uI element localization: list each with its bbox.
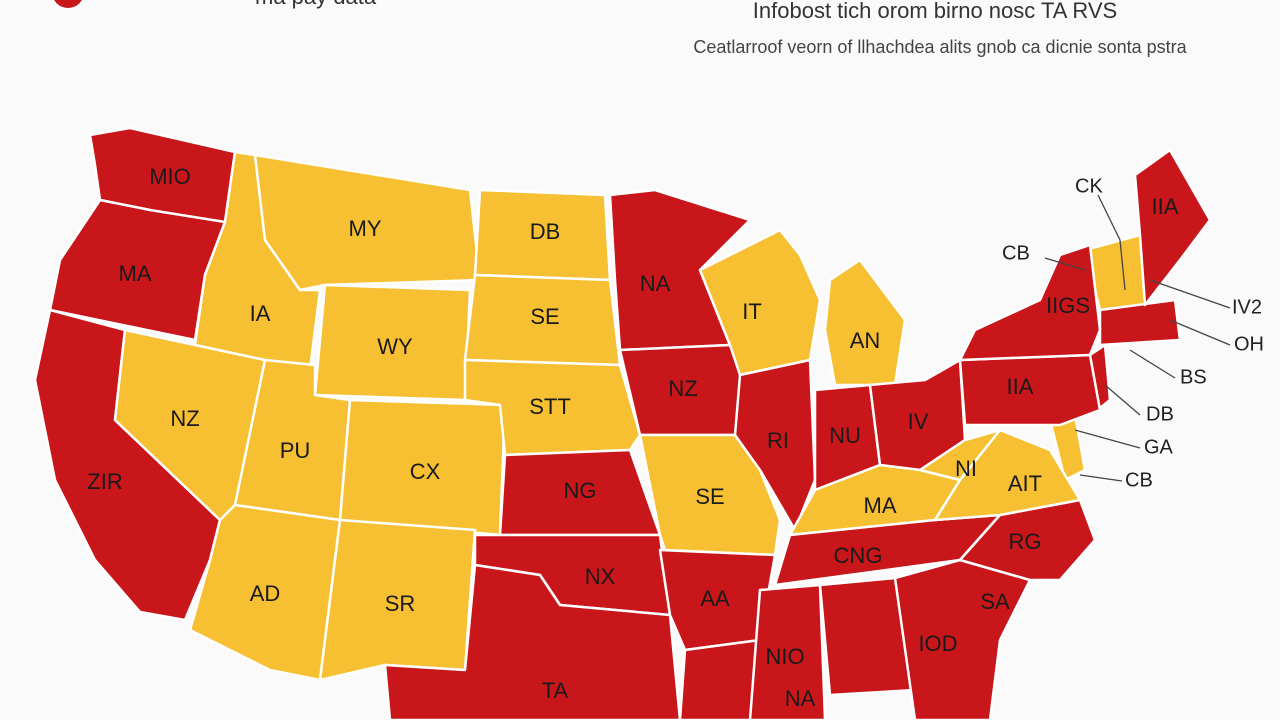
- callout-lines: [1044, 194, 1231, 482]
- region-label: NZ: [170, 406, 199, 431]
- region-label: IIA: [1007, 374, 1034, 399]
- region-label: WY: [377, 334, 413, 359]
- region-label: IA: [250, 301, 271, 326]
- region-label: PU: [280, 438, 311, 463]
- callout-line: [1169, 319, 1231, 346]
- region-label: IIA: [1152, 194, 1179, 219]
- callout-label: CB: [1002, 242, 1030, 264]
- region-label: AA: [700, 586, 730, 611]
- callout-line: [1129, 349, 1176, 379]
- region: [958, 243, 1102, 362]
- callout-line: [1097, 194, 1126, 291]
- subtitle: Ceatlarroof veorn of llhachdea alits gno…: [693, 37, 1187, 57]
- region-label: NA: [785, 686, 816, 711]
- callout-line: [1074, 429, 1141, 449]
- region-label: TA: [542, 678, 569, 703]
- region: [383, 563, 682, 720]
- region-label: IV: [908, 409, 929, 434]
- title: Infobost tich orom birno nosc TA RVS: [753, 0, 1117, 23]
- callout-label: GA: [1144, 436, 1174, 458]
- region-label: IT: [742, 299, 762, 324]
- callout-label: IV2: [1232, 296, 1262, 318]
- region-label: IOD: [918, 631, 957, 656]
- region-label: AD: [250, 581, 281, 606]
- region-label: NG: [564, 478, 597, 503]
- region-label: SE: [695, 484, 724, 509]
- region-label: SE: [530, 304, 559, 329]
- callout-label: DB: [1146, 403, 1174, 425]
- callout-line: [1104, 384, 1141, 416]
- region-label: CX: [410, 459, 441, 484]
- region-label: AN: [850, 328, 881, 353]
- logo: [54, 0, 82, 8]
- region-label: CNG: [834, 543, 883, 568]
- callout-line: [1149, 279, 1231, 309]
- region-label: ZIR: [87, 469, 122, 494]
- callouts: CK CB IV2 OH BS DB GA CB: [1002, 175, 1264, 491]
- region: [1133, 148, 1212, 307]
- region-label: NX: [585, 564, 616, 589]
- callout-line: [1044, 257, 1086, 271]
- region-label: MA: [864, 493, 897, 518]
- region-label: IIGS: [1046, 293, 1090, 318]
- region-label: DB: [530, 219, 561, 244]
- region-label: MY: [349, 216, 382, 241]
- callout-label: CK: [1075, 175, 1103, 197]
- region-label: NIO: [765, 644, 804, 669]
- region: [823, 258, 907, 387]
- region-label: AIT: [1008, 471, 1042, 496]
- region-label: RI: [767, 428, 789, 453]
- region-label: MA: [119, 261, 152, 286]
- callout-label: BS: [1180, 366, 1207, 388]
- region-label: MIO: [149, 164, 191, 189]
- region-label: SA: [980, 589, 1010, 614]
- region-label: SR: [385, 591, 416, 616]
- region-label: STT: [529, 394, 571, 419]
- region: [918, 428, 1002, 482]
- region-label: RG: [1009, 529, 1042, 554]
- region: [893, 558, 1032, 720]
- callout-label: OH: [1234, 333, 1264, 355]
- region-label: NZ: [668, 376, 697, 401]
- region-labels: MIO MA ZIR IA NZ MY WY PU CX AD SR DB SE STT NG NX TA NA N…: [87, 164, 1178, 711]
- region-label: NU: [829, 423, 861, 448]
- regions: [33, 126, 1212, 720]
- region: [748, 583, 827, 720]
- corner-text: ma pay data: [255, 0, 377, 9]
- callout-line: [1079, 474, 1123, 482]
- region-label: NA: [640, 271, 671, 296]
- region: [698, 228, 822, 377]
- region-label: NI: [955, 456, 977, 481]
- callout-label: CB: [1125, 469, 1153, 491]
